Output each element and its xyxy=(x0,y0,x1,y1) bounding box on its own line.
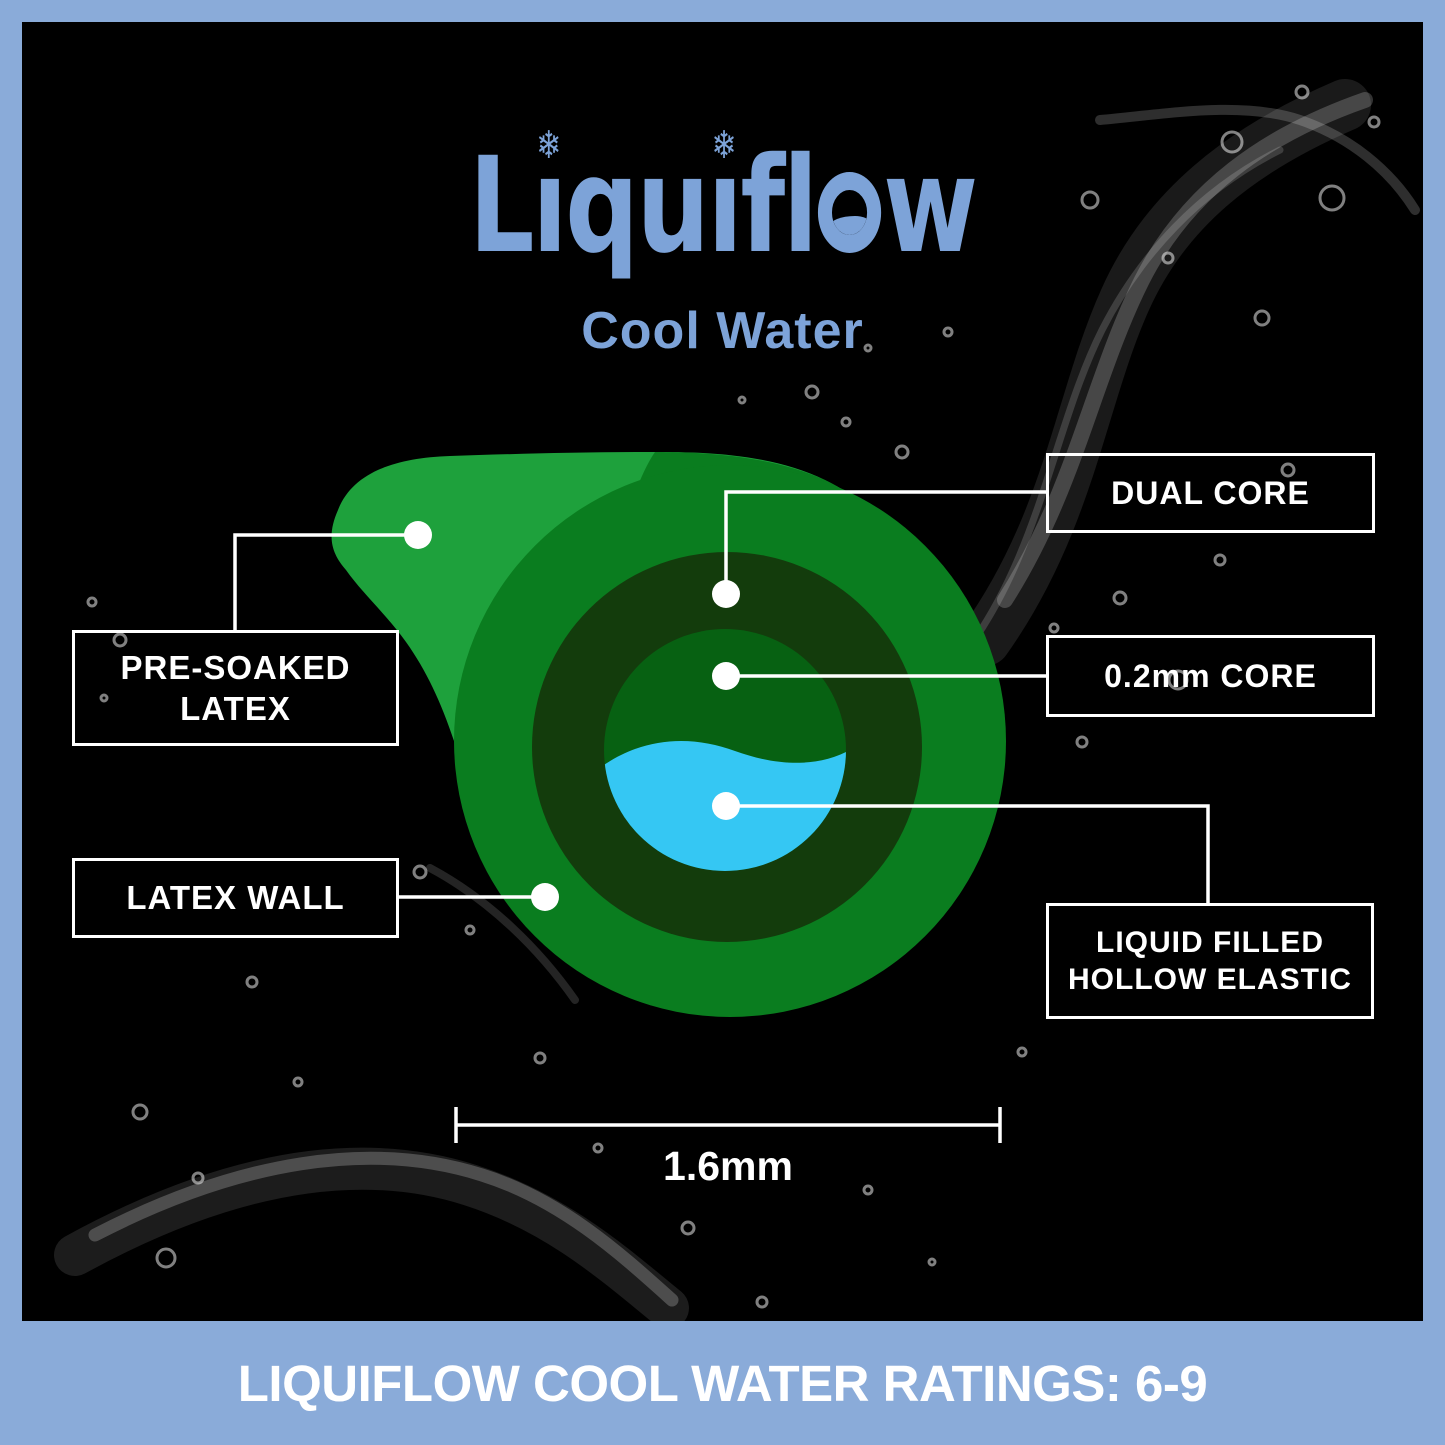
dual-core-dot xyxy=(712,580,740,608)
dual-core-connector xyxy=(724,490,1046,594)
ratings-banner-text: LIQUIFLOW COOL WATER RATINGS: 6-9 xyxy=(237,1354,1208,1412)
logo-text-part: L xyxy=(468,129,535,283)
callout-dual-core: DUAL CORE xyxy=(1046,453,1375,533)
logo-i-first: ı ❄ xyxy=(532,127,567,272)
diameter-measurement-label: 1.6mm xyxy=(663,1143,793,1189)
water-drop-o-icon xyxy=(817,172,881,253)
ratings-banner: LIQUIFLOW COOL WATER RATINGS: 6-9 xyxy=(0,1321,1445,1445)
callout-connectors xyxy=(233,490,1210,903)
water-level-icon xyxy=(831,216,867,235)
pre-soaked-connector xyxy=(233,533,418,630)
logo-i-glyph: ı xyxy=(532,129,567,283)
pre-soaked-dot xyxy=(404,521,432,549)
water-droplets-decoration xyxy=(86,84,1381,1309)
liquid-dot xyxy=(712,792,740,820)
logo-i-glyph: ı xyxy=(707,129,742,283)
latex-wall-dot xyxy=(531,883,559,911)
snowflake-icon: ❄ xyxy=(536,123,562,169)
callout-latex-wall: LATEX WALL xyxy=(72,858,399,938)
logo-text-part: qu xyxy=(565,129,710,283)
dimension-ruler xyxy=(454,1107,1002,1143)
logo-text-part: w xyxy=(883,129,978,283)
water-splash-decoration xyxy=(54,79,1420,1329)
callout-liquid-filled: LIQUID FILLED HOLLOW ELASTIC xyxy=(1046,903,1374,1019)
product-subtitle: Cool Water xyxy=(581,302,864,360)
callout-dots xyxy=(404,521,740,911)
callout-02mm-core: 0.2mm CORE xyxy=(1046,635,1375,717)
snowflake-icon: ❄ xyxy=(711,123,737,169)
callout-pre-soaked-latex: PRE-SOAKED LATEX xyxy=(72,630,399,746)
logo-text-part: fl xyxy=(740,129,818,283)
brand-logo: Lı ❄ quı ❄ fl w xyxy=(159,127,1286,272)
core-dot xyxy=(712,662,740,690)
liquid-connector xyxy=(726,804,1210,903)
logo-i-second: ı ❄ xyxy=(707,127,742,272)
